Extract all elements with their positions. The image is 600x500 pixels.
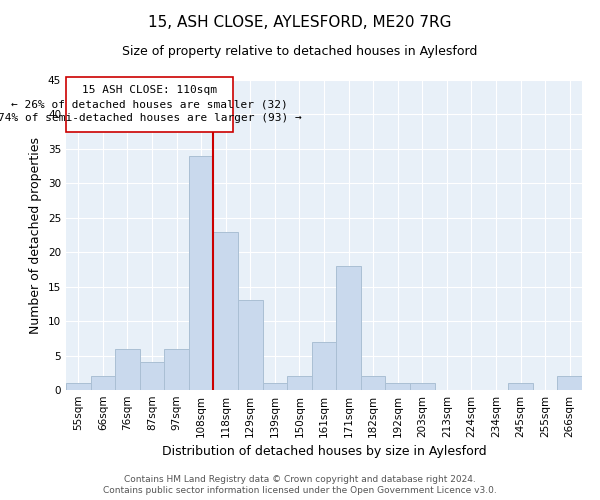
Bar bbox=[189, 156, 214, 390]
Bar bbox=[164, 348, 189, 390]
Bar bbox=[557, 376, 582, 390]
Bar bbox=[91, 376, 115, 390]
Bar bbox=[263, 383, 287, 390]
Text: Contains HM Land Registry data © Crown copyright and database right 2024.: Contains HM Land Registry data © Crown c… bbox=[124, 475, 476, 484]
Text: Size of property relative to detached houses in Aylesford: Size of property relative to detached ho… bbox=[122, 45, 478, 58]
Bar bbox=[214, 232, 238, 390]
Bar bbox=[312, 342, 336, 390]
Bar bbox=[410, 383, 434, 390]
Text: 15 ASH CLOSE: 110sqm
← 26% of detached houses are smaller (32)
74% of semi-detac: 15 ASH CLOSE: 110sqm ← 26% of detached h… bbox=[0, 85, 301, 123]
Bar bbox=[385, 383, 410, 390]
Bar bbox=[287, 376, 312, 390]
Bar bbox=[66, 383, 91, 390]
Bar bbox=[361, 376, 385, 390]
FancyBboxPatch shape bbox=[66, 76, 233, 132]
Text: Contains public sector information licensed under the Open Government Licence v3: Contains public sector information licen… bbox=[103, 486, 497, 495]
Bar bbox=[238, 300, 263, 390]
Bar bbox=[140, 362, 164, 390]
X-axis label: Distribution of detached houses by size in Aylesford: Distribution of detached houses by size … bbox=[161, 446, 487, 458]
Y-axis label: Number of detached properties: Number of detached properties bbox=[29, 136, 43, 334]
Bar bbox=[115, 348, 140, 390]
Bar bbox=[336, 266, 361, 390]
Text: 15, ASH CLOSE, AYLESFORD, ME20 7RG: 15, ASH CLOSE, AYLESFORD, ME20 7RG bbox=[148, 15, 452, 30]
Bar bbox=[508, 383, 533, 390]
